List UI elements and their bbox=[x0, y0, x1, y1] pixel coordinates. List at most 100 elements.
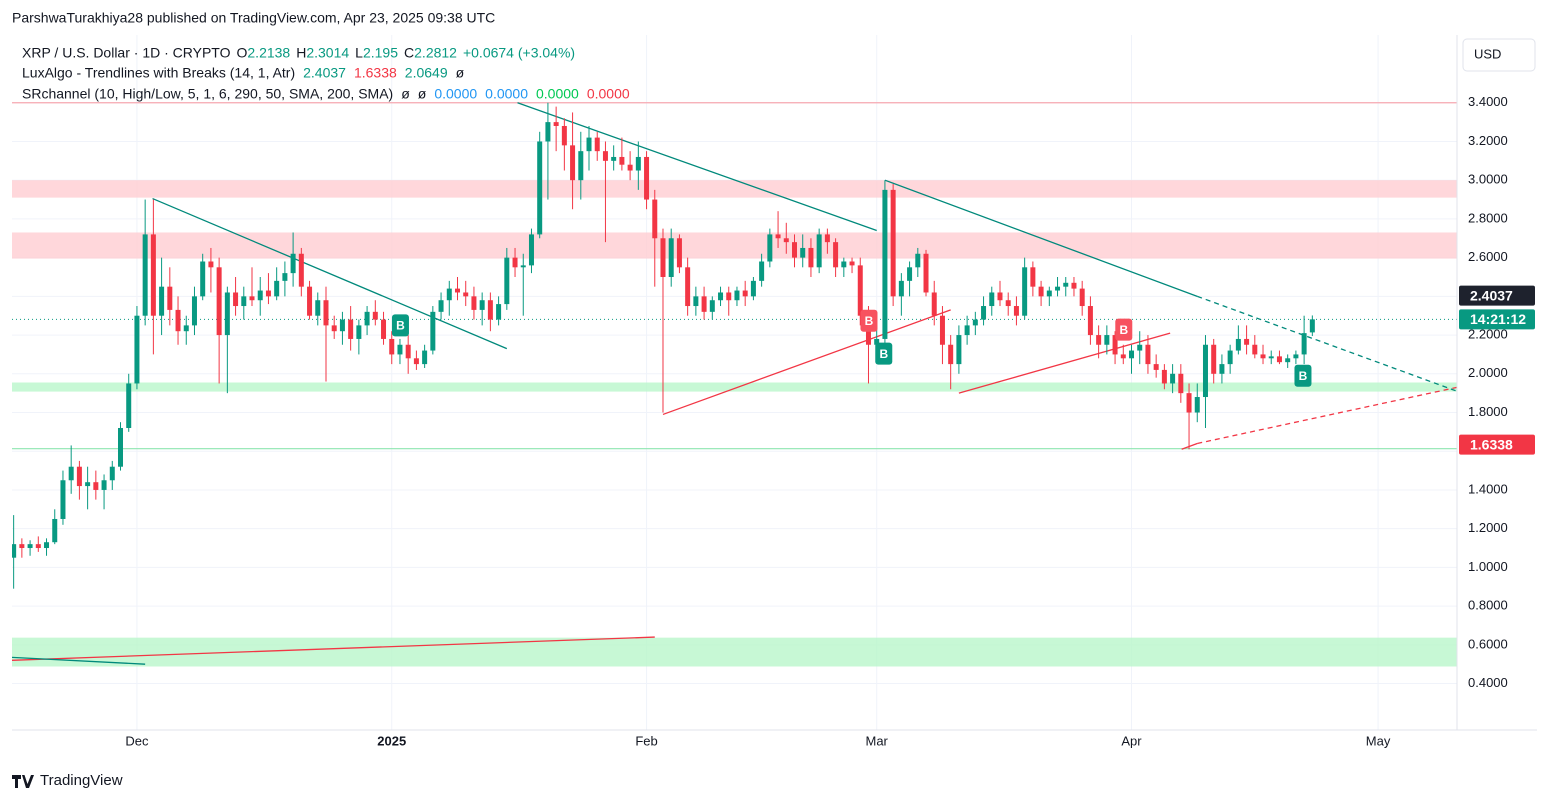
candle-body bbox=[660, 238, 666, 277]
candle-body bbox=[1129, 350, 1135, 359]
candle-body bbox=[208, 261, 214, 268]
logo bbox=[12, 775, 34, 788]
candle-body bbox=[1055, 286, 1061, 291]
legend-text: 0.0000 bbox=[536, 86, 579, 102]
candle-body bbox=[833, 242, 839, 268]
candle-body bbox=[792, 242, 798, 258]
candle-body bbox=[693, 296, 699, 307]
legend-text: ø bbox=[401, 86, 410, 102]
candle-body bbox=[117, 427, 123, 467]
candle-body bbox=[101, 480, 107, 490]
legend-text: L bbox=[355, 45, 363, 61]
candle-body bbox=[948, 344, 954, 365]
y-tick-label: 2.2000 bbox=[1468, 327, 1508, 342]
legend-text: 0.0000 bbox=[587, 86, 630, 102]
candle-body bbox=[734, 290, 740, 301]
candle-body bbox=[553, 122, 559, 126]
y-tick-label: 3.2000 bbox=[1468, 133, 1508, 148]
sr-zone bbox=[12, 232, 1457, 259]
candle-body bbox=[27, 544, 33, 549]
candle-body bbox=[907, 267, 913, 281]
candle-body bbox=[356, 325, 362, 339]
sr-zone bbox=[12, 382, 1457, 392]
candle-body bbox=[307, 286, 313, 316]
break-marker-label: B bbox=[396, 319, 405, 333]
candle-body bbox=[602, 151, 608, 161]
candle-body bbox=[126, 383, 132, 428]
candle-body bbox=[167, 286, 173, 310]
candle-body bbox=[438, 300, 444, 312]
candle-body bbox=[381, 319, 387, 339]
candle-body bbox=[422, 350, 428, 365]
candle-body bbox=[537, 141, 543, 235]
candle-body bbox=[68, 466, 74, 481]
legend-text: O bbox=[237, 45, 248, 61]
candle-body bbox=[718, 292, 724, 301]
candle-body bbox=[142, 234, 148, 316]
candle-body bbox=[274, 280, 280, 297]
candle-body bbox=[1153, 364, 1159, 370]
break-marker bbox=[1294, 364, 1312, 387]
candle-body bbox=[545, 122, 551, 142]
candle-body bbox=[685, 267, 691, 307]
candle-body bbox=[783, 238, 789, 243]
y-tick-label: 0.8000 bbox=[1468, 598, 1508, 613]
candle-body bbox=[775, 234, 781, 239]
candle-body bbox=[224, 292, 230, 336]
y-tick-label: 2.6000 bbox=[1468, 249, 1508, 264]
candle-body bbox=[627, 164, 633, 171]
candle-body bbox=[35, 544, 41, 549]
candle-body bbox=[972, 319, 978, 326]
candle-body bbox=[1071, 282, 1077, 289]
candle-body bbox=[134, 315, 140, 384]
candle-body bbox=[849, 261, 855, 266]
legend-text: ø bbox=[456, 65, 465, 81]
candle-body bbox=[504, 257, 510, 305]
x-tick-label: May bbox=[1366, 733, 1391, 748]
candle-body bbox=[150, 234, 156, 316]
currency[interactable]: USD bbox=[1474, 46, 1501, 61]
y-tick-label: 1.4000 bbox=[1468, 481, 1508, 496]
candle-body bbox=[1260, 354, 1266, 359]
break-marker-label: B bbox=[1119, 323, 1128, 337]
candle-body bbox=[1013, 306, 1019, 316]
candle-body bbox=[183, 325, 189, 332]
candle-body bbox=[44, 542, 50, 549]
candle-body bbox=[298, 253, 304, 287]
candle-body bbox=[1309, 319, 1315, 333]
y-tick-label: 1.0000 bbox=[1468, 559, 1508, 574]
candle-body bbox=[339, 319, 345, 332]
trendline bbox=[1197, 386, 1457, 445]
candle-body bbox=[1087, 306, 1093, 336]
trendline bbox=[12, 636, 655, 661]
sr-zone bbox=[12, 180, 1457, 198]
candle-body bbox=[1202, 344, 1208, 398]
candle-body bbox=[1096, 335, 1102, 345]
legend-text: +0.0674 (+3.04%) bbox=[463, 45, 575, 61]
candle-body bbox=[594, 137, 600, 152]
candle-body bbox=[175, 309, 181, 332]
candle-body bbox=[1178, 373, 1184, 394]
candle-body bbox=[512, 257, 518, 268]
candle-body bbox=[191, 296, 197, 326]
candle-body bbox=[1219, 364, 1225, 374]
candle-body bbox=[857, 265, 863, 316]
y-tick-label: 0.6000 bbox=[1468, 636, 1508, 651]
candle-body bbox=[1211, 344, 1217, 374]
x-tick-label: Feb bbox=[635, 733, 657, 748]
candle-body bbox=[964, 325, 970, 336]
candle-body bbox=[841, 261, 847, 268]
candle-body bbox=[611, 156, 617, 161]
candle-body bbox=[1030, 267, 1036, 287]
candle-body bbox=[1252, 344, 1258, 355]
break-marker bbox=[875, 342, 893, 365]
candle-body bbox=[331, 325, 337, 332]
candle-body bbox=[652, 199, 658, 239]
candle-body bbox=[898, 280, 904, 297]
price-badge-label: 1.6338 bbox=[1470, 436, 1513, 452]
candle-body bbox=[824, 234, 830, 243]
candle-body bbox=[389, 338, 395, 355]
currency-button[interactable] bbox=[1462, 38, 1536, 72]
legend-text: 2.2812 bbox=[414, 45, 457, 61]
